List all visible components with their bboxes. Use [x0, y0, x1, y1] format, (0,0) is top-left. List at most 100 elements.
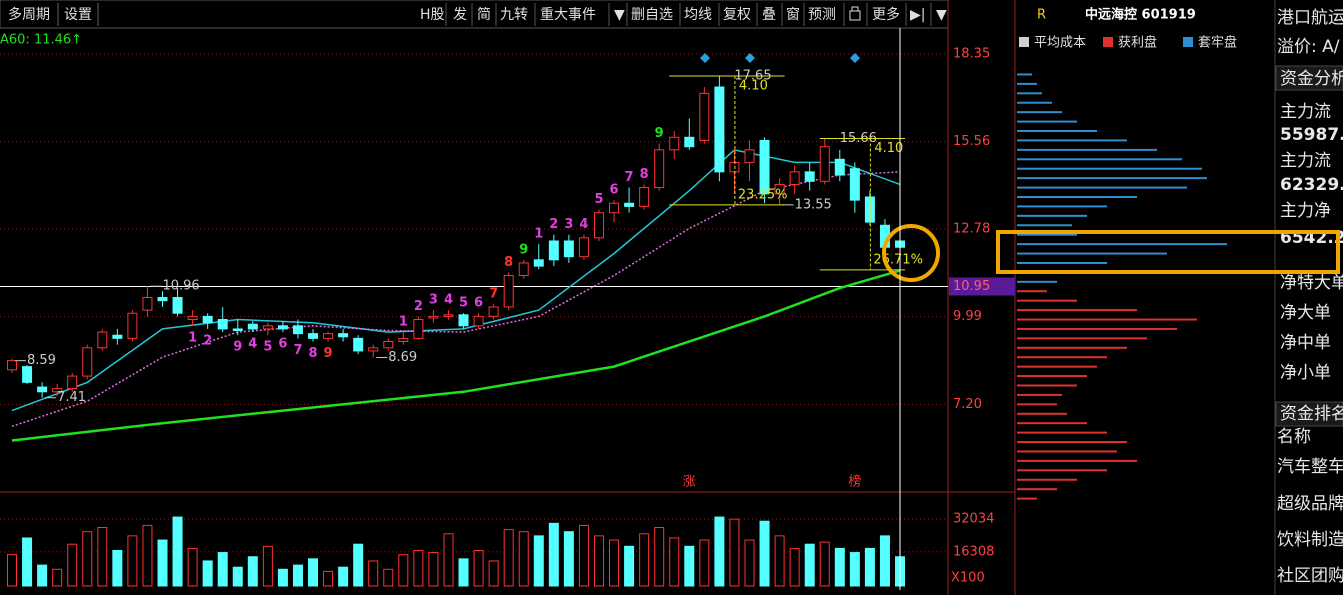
toolbar-button[interactable]: ▼	[936, 7, 947, 23]
sequence-label: 9	[233, 340, 242, 355]
volume-bar	[308, 558, 319, 587]
volume-bar	[774, 535, 785, 587]
sequence-label: 1	[399, 315, 408, 330]
chip-bar	[1017, 309, 1137, 312]
candle-body	[217, 319, 228, 330]
candle-body	[428, 315, 439, 319]
volume-bar	[879, 535, 890, 587]
toolbar-button[interactable]: 多周期	[8, 6, 50, 23]
toolbar-button[interactable]: 设置	[64, 7, 92, 23]
toolbar-button[interactable]: 简	[477, 6, 491, 23]
legend-swatch	[1183, 37, 1193, 47]
chip-bar	[1017, 478, 1077, 481]
chip-bar	[1017, 158, 1182, 161]
chip-bar	[1017, 101, 1052, 104]
candle-body	[819, 146, 830, 182]
candle-body	[849, 168, 860, 201]
extreme-label: 7.41	[57, 390, 86, 405]
chip-bar	[1017, 459, 1137, 462]
sequence-label: 5	[594, 192, 603, 207]
toolbar-button[interactable]: ▼	[614, 7, 625, 23]
volume-bar	[127, 535, 138, 587]
candle-body	[744, 149, 755, 163]
toolbar-button[interactable]: 叠	[762, 7, 776, 23]
toolbar-button[interactable]: ▶|	[910, 7, 925, 23]
sequence-label: 1	[188, 330, 197, 345]
chip-bar	[1017, 280, 1057, 283]
price-tag	[949, 277, 1015, 296]
chip-bar	[1017, 205, 1107, 208]
toolbar-button[interactable]: 重大事件	[540, 7, 596, 23]
toolbar-button[interactable]: 均线	[684, 7, 712, 23]
toolbar-button[interactable]: 复权	[723, 6, 751, 23]
volume-bar	[548, 522, 559, 587]
chip-bar	[1017, 73, 1032, 76]
volume-bar	[819, 541, 830, 587]
volume-bar	[247, 556, 258, 587]
candle-body	[774, 183, 785, 195]
sequence-label: 4	[444, 293, 453, 308]
rank-item[interactable]: 饮料制造	[1277, 530, 1343, 550]
chip-bar	[1017, 431, 1107, 434]
volume-bar	[759, 520, 770, 587]
toolbar: 多周期 设置 H股 发 简 九转 重大事件 ▼ 删自选 均线 复权 叠 窗 预测…	[0, 0, 949, 29]
measure-pct: 26.71%	[873, 252, 923, 267]
volume-bar	[804, 543, 815, 587]
candle-body	[383, 341, 394, 349]
volume-bar	[413, 549, 424, 587]
toolbar-button[interactable]: 删自选	[631, 7, 673, 23]
lock-icon[interactable]	[849, 6, 861, 21]
candle-body	[127, 312, 138, 339]
sequence-label: 2	[414, 299, 423, 314]
extreme-label: 8.69	[388, 350, 417, 365]
chip-bar	[1017, 177, 1207, 180]
toolbar-button[interactable]: 发	[453, 7, 467, 23]
volume-bar	[563, 531, 574, 587]
volume-bar	[488, 560, 499, 587]
candle-body	[624, 202, 635, 207]
candle-body	[639, 187, 650, 207]
volume-bar	[789, 547, 800, 587]
premium: 溢价: A/	[1277, 37, 1340, 57]
toolbar-button[interactable]: H股	[420, 7, 445, 23]
candle-body	[22, 366, 33, 383]
chip-bar	[1017, 243, 1227, 246]
candle-body	[699, 92, 710, 141]
candle-body	[714, 86, 725, 173]
chip-bar	[1017, 290, 1047, 293]
volume-bar	[353, 543, 364, 587]
chip-bar	[1017, 111, 1062, 114]
volume-bar	[729, 518, 740, 587]
chip-bar	[1017, 365, 1097, 368]
rank-item[interactable]: 汽车整车	[1277, 457, 1343, 477]
rank-item[interactable]: 超级品牌	[1277, 494, 1343, 514]
toolbar-button[interactable]: 预测	[808, 7, 836, 23]
sequence-label: 3	[564, 217, 573, 232]
candle-body	[759, 139, 770, 195]
candle-body	[157, 297, 168, 302]
legend-label: 获利盘	[1118, 35, 1157, 51]
chip-bar	[1017, 214, 1087, 217]
chip-bar	[1017, 92, 1042, 95]
chip-panel	[1017, 73, 1227, 500]
volume-bar	[202, 560, 213, 587]
markers	[700, 53, 860, 63]
volume-bar	[338, 566, 349, 587]
toolbar-button[interactable]: 九转	[500, 7, 528, 23]
volume-bar	[277, 568, 288, 587]
candle-body	[563, 240, 574, 258]
candle-body	[458, 314, 469, 327]
volume-pane: 32034 16308 X100	[0, 512, 994, 587]
chip-bar	[1017, 469, 1107, 472]
toolbar-button[interactable]: 更多	[872, 6, 900, 23]
measure-date: 4.10	[874, 141, 903, 156]
sector: 港口航运	[1277, 8, 1343, 28]
legend-label: 平均成本	[1034, 36, 1086, 51]
toolbar-button[interactable]: 窗	[786, 6, 800, 23]
rank-item[interactable]: 社区团购	[1277, 566, 1343, 586]
fund-label: 净大单	[1280, 303, 1331, 323]
price-pane: 8.597.4110.968.6917.6513.5515.664.1023.2…	[0, 53, 948, 490]
sequence-label: 8	[640, 167, 649, 182]
candle-body	[578, 237, 589, 258]
